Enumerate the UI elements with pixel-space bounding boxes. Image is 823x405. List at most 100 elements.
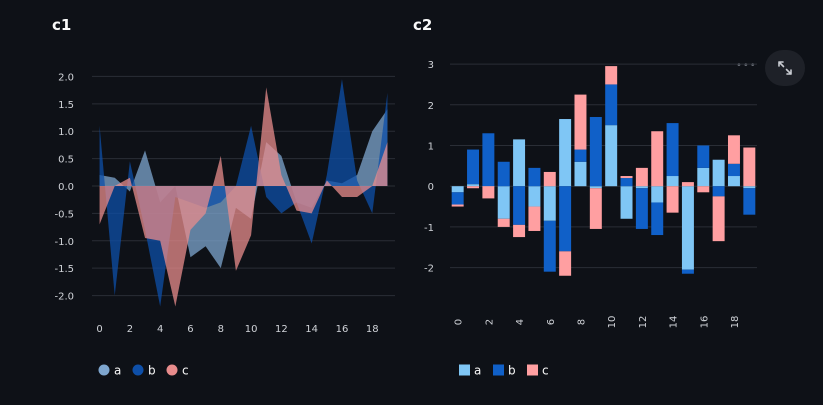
bar-a <box>727 176 740 187</box>
bar-b <box>574 149 587 162</box>
x-tick-label: 8 <box>218 324 224 335</box>
bar-a <box>620 186 633 219</box>
bar-a <box>666 176 679 187</box>
legend-marker-b <box>132 364 144 376</box>
y-tick-label: -1 <box>424 223 434 234</box>
x-tick-label: 18 <box>730 316 741 329</box>
legend-label-a: a <box>474 364 481 378</box>
legend-marker-c <box>166 364 178 376</box>
bar-a <box>574 161 587 187</box>
legend-label-b: b <box>508 364 516 378</box>
y-tick-label: 1 <box>428 141 434 152</box>
bar-b <box>620 178 633 187</box>
bar-a <box>712 159 725 187</box>
x-tick-label: 4 <box>157 324 163 335</box>
x-tick-label: 8 <box>576 319 587 325</box>
bar-a <box>513 139 526 187</box>
bar-a <box>467 184 480 187</box>
bar-c <box>635 167 648 187</box>
x-tick-label: 12 <box>275 324 288 335</box>
bar-b <box>497 161 510 187</box>
y-tick-label: 1.5 <box>58 100 74 111</box>
bar-c <box>697 186 710 193</box>
x-tick-label: 2 <box>127 324 133 335</box>
x-tick-label: 6 <box>546 319 557 325</box>
y-tick-label: -0.5 <box>54 209 74 220</box>
legend-label-b: b <box>148 364 156 378</box>
bar-a <box>651 186 664 203</box>
bar-b <box>727 163 740 177</box>
legend-marker-a <box>98 364 110 376</box>
x-tick-label: 0 <box>454 319 465 325</box>
x-tick-label: 6 <box>187 324 193 335</box>
bar-b <box>681 269 694 274</box>
y-tick-label: -1.5 <box>54 264 74 275</box>
bar-c <box>451 204 464 207</box>
bar-b <box>482 133 495 187</box>
legend-marker-c <box>527 364 538 376</box>
chart-title-c2: c2 <box>413 16 433 34</box>
x-tick-label: 12 <box>638 316 649 329</box>
y-tick-label: 2.0 <box>58 72 74 83</box>
x-tick-label: 14 <box>669 316 680 329</box>
x-tick-label: 2 <box>484 319 495 325</box>
y-tick-label: 2 <box>428 101 434 112</box>
bar-b <box>467 149 480 185</box>
bar-c <box>589 188 602 229</box>
bar-c <box>620 176 633 179</box>
x-tick-label: 16 <box>699 316 710 329</box>
y-tick-label: -2 <box>424 264 434 275</box>
legend-label-c: c <box>182 364 189 378</box>
x-tick-label: 10 <box>245 324 258 335</box>
bar-c <box>727 135 740 164</box>
expand-icon <box>778 61 792 75</box>
bar-b <box>712 186 725 197</box>
bar-c <box>712 196 725 242</box>
bar-c <box>681 182 694 187</box>
legend-label-a: a <box>114 364 121 378</box>
bar-b <box>605 84 618 126</box>
bar-c <box>497 218 510 227</box>
bar-b <box>589 116 602 187</box>
bar-a <box>528 186 541 207</box>
y-tick-label: 0.5 <box>58 155 74 166</box>
bar-b <box>559 186 572 252</box>
bar-a <box>743 186 756 189</box>
bar-c <box>513 224 526 238</box>
legend-label-c: c <box>542 364 549 378</box>
bar-a <box>681 186 694 270</box>
bar-b <box>451 192 464 205</box>
bar-a <box>635 186 648 189</box>
x-tick-label: 4 <box>515 319 526 325</box>
bar-a <box>559 119 572 187</box>
y-tick-label: 1.0 <box>58 127 74 138</box>
bar-b <box>697 145 710 168</box>
x-tick-label: 10 <box>607 316 618 329</box>
x-tick-label: 18 <box>366 324 379 335</box>
bar-b <box>543 220 556 272</box>
bar-a <box>589 186 602 189</box>
bar-b <box>651 202 664 236</box>
bar-c <box>528 206 541 231</box>
bar-a <box>497 186 510 219</box>
chart-title-c1: c1 <box>52 16 72 34</box>
more-icon[interactable]: ••• <box>736 60 757 71</box>
y-tick-label: 0 <box>428 182 434 193</box>
y-tick-label: 3 <box>428 60 434 71</box>
bar-b <box>513 186 526 225</box>
legend-marker-a <box>459 364 470 376</box>
bar-c <box>559 251 572 276</box>
y-tick-label: -2.0 <box>54 292 74 303</box>
bar-c <box>482 186 495 199</box>
x-tick-label: 16 <box>336 324 349 335</box>
bar-c <box>605 66 618 85</box>
bar-c <box>743 147 756 187</box>
bar-a <box>543 186 556 221</box>
bar-c <box>467 186 480 189</box>
bar-c <box>651 131 664 187</box>
expand-fullscreen-button[interactable] <box>765 50 805 86</box>
bar-a <box>605 125 618 187</box>
y-tick-label: -1.0 <box>54 237 74 248</box>
bar-c <box>666 186 679 213</box>
bar-b <box>743 188 756 215</box>
